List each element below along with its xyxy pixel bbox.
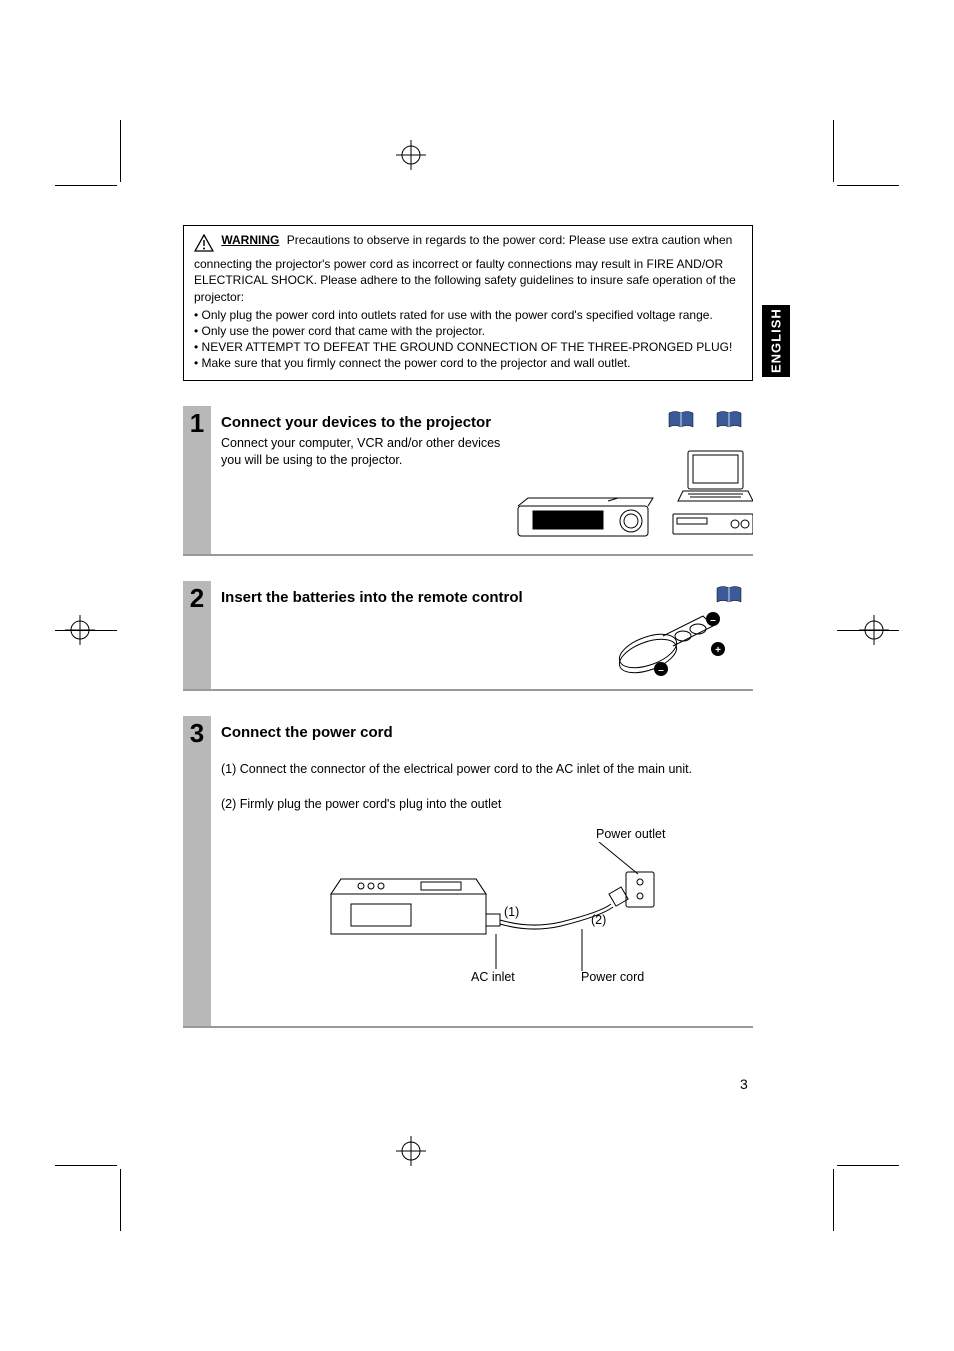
diagram-label-ac-inlet: AC inlet	[471, 969, 515, 987]
registration-mark-icon	[396, 140, 426, 170]
svg-text:–: –	[658, 665, 664, 676]
step-substep: (2) Firmly plug the power cord's plug in…	[221, 796, 747, 814]
warning-box: WARNING Precautions to observe in regard…	[183, 225, 753, 381]
step-number: 3	[190, 716, 204, 749]
crop-mark	[55, 1165, 117, 1166]
step-desc: Connect your computer, VCR and/or other …	[221, 435, 521, 470]
crop-mark	[837, 185, 899, 186]
step-number-bar: 3	[183, 716, 211, 1026]
crop-mark	[833, 1169, 834, 1231]
step-3: 3 Connect the power cord (1) Connect the…	[183, 716, 753, 1028]
step-2: 2 Insert the batteries into the remote c…	[183, 581, 753, 691]
crop-mark	[120, 1169, 121, 1231]
crop-mark	[833, 120, 834, 182]
step-number-bar: 2	[183, 581, 211, 689]
crop-mark	[837, 1165, 899, 1166]
diagram-label-mark2: (2)	[591, 912, 606, 930]
book-icon	[667, 410, 695, 430]
step-1: 1 Connect your devices to the projector …	[183, 406, 753, 556]
warning-bullets: • Only plug the power cord into outlets …	[194, 307, 742, 372]
registration-mark-icon	[65, 615, 95, 645]
registration-mark-icon	[396, 1136, 426, 1166]
warning-icon	[194, 234, 214, 256]
step-number: 2	[190, 581, 204, 614]
svg-text:+: +	[715, 645, 721, 656]
warning-title: WARNING	[221, 233, 279, 247]
warning-bullet: • Only use the power cord that came with…	[194, 323, 742, 339]
remote-battery-illustration: – + –	[613, 601, 733, 687]
svg-text:–: –	[710, 615, 716, 626]
power-cord-diagram: Power outlet (1) (2) AC inlet Power cord	[221, 834, 747, 1014]
page-number: 3	[740, 1076, 748, 1092]
projector-laptop-illustration	[513, 446, 753, 547]
diagram-label-mark1: (1)	[504, 904, 519, 922]
page-content: WARNING Precautions to observe in regard…	[183, 225, 753, 1028]
reference-icons	[667, 410, 743, 430]
diagram-label-power-outlet: Power outlet	[596, 826, 665, 844]
book-icon	[715, 410, 743, 430]
crop-mark	[55, 185, 117, 186]
crop-mark	[120, 120, 121, 182]
step-number: 1	[190, 406, 204, 439]
step-title: Connect the power cord	[221, 722, 747, 743]
step-title: Insert the batteries into the remote con…	[221, 587, 541, 608]
warning-bullet: • NEVER ATTEMPT TO DEFEAT THE GROUND CON…	[194, 339, 742, 355]
warning-lead: Precautions to observe in regards to the…	[287, 233, 566, 247]
diagram-label-power-cord: Power cord	[581, 969, 644, 987]
step-substep: (1) Connect the connector of the electri…	[221, 761, 747, 779]
language-tab: ENGLISH	[762, 305, 790, 377]
warning-bullet: • Make sure that you firmly connect the …	[194, 355, 742, 371]
step-number-bar: 1	[183, 406, 211, 554]
registration-mark-icon	[859, 615, 889, 645]
warning-bullet: • Only plug the power cord into outlets …	[194, 307, 742, 323]
